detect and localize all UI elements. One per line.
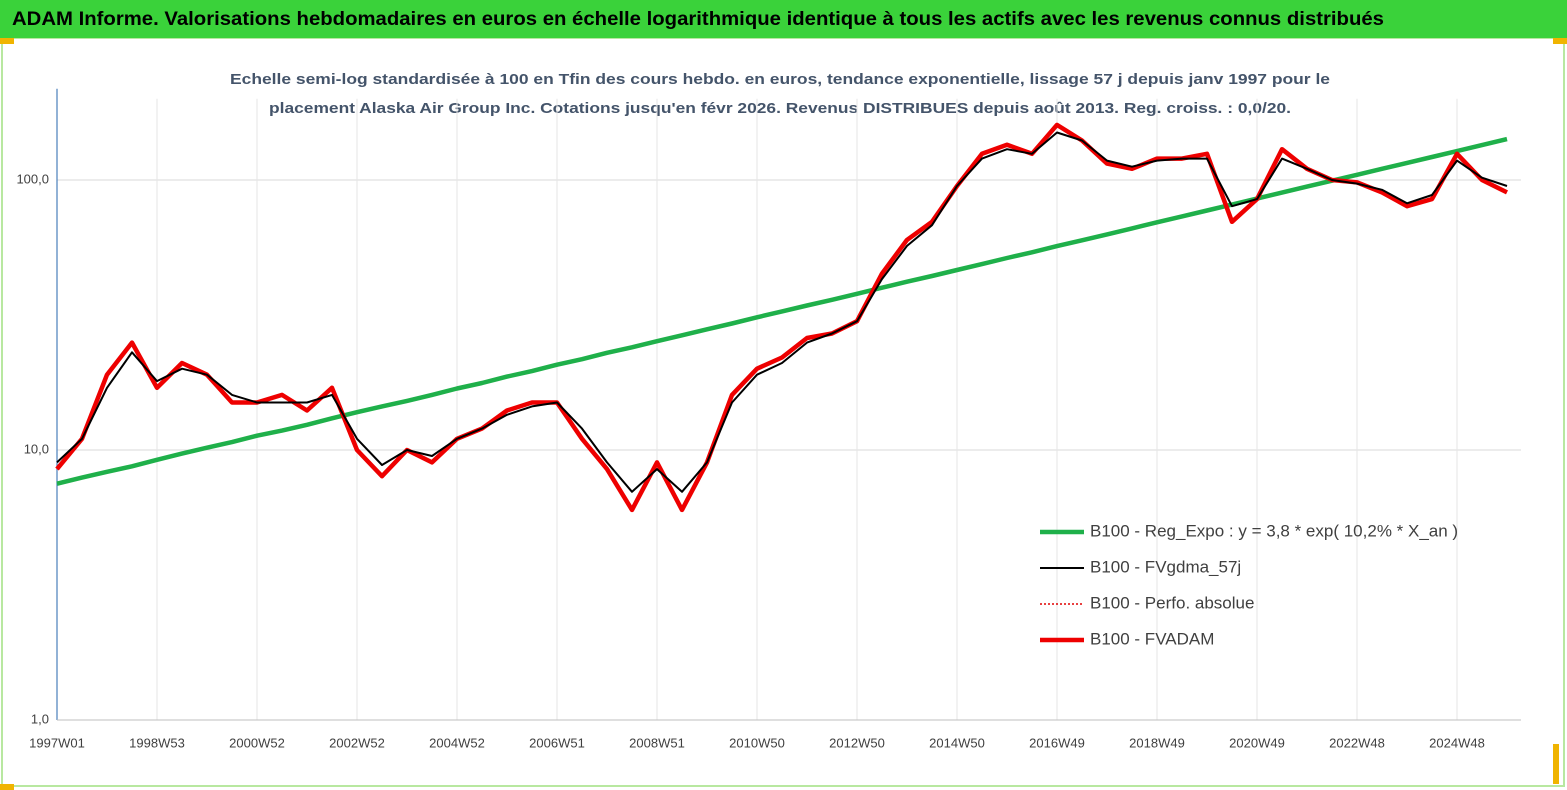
legend-label: B100 - Reg_Expo : y = 3,8 * exp( 10,2% *… [1090,521,1458,540]
x-tick-label: 2020W49 [1229,735,1285,750]
x-tick-label: 2000W52 [229,735,285,750]
title-bar [0,0,1567,38]
x-tick-label: 2006W51 [529,735,585,750]
x-tick-label: 2016W49 [1029,735,1085,750]
y-tick-label: 100,0 [16,171,49,186]
x-tick-label: 2022W48 [1329,735,1385,750]
x-tick-label: 2024W48 [1429,735,1485,750]
corner [0,784,14,790]
legend-label: B100 - FVADAM [1090,629,1214,648]
legend-label: B100 - Perfo. absolue [1090,593,1254,612]
x-tick-label: 2002W52 [329,735,385,750]
chart-subtitle: Echelle semi-log standardisée à 100 en T… [230,71,1330,88]
corner [0,38,14,44]
x-tick-label: 2018W49 [1129,735,1185,750]
x-tick-label: 2004W52 [429,735,485,750]
corner [1553,744,1559,784]
chart-subtitle: placement Alaska Air Group Inc. Cotation… [269,100,1291,117]
x-tick-label: 1997W01 [29,735,85,750]
series-line [56,136,1508,486]
y-tick-label: 10,0 [24,441,49,456]
y-tick-label: 1,0 [31,711,49,726]
x-tick-label: 2010W50 [729,735,785,750]
series-line [56,131,1508,493]
x-tick-label: 1998W53 [129,735,185,750]
x-tick-label: 2008W51 [629,735,685,750]
x-tick-label: 2012W50 [829,735,885,750]
x-tick-label: 2014W50 [929,735,985,750]
chart-title: ADAM Informe. Valorisations hebdomadaire… [12,9,1384,30]
series-line [55,122,1508,513]
plot-area: 1,0 10,0 100,0 1997W01 1998W53 2000W52 2002W52… [16,88,1521,750]
corner [1553,38,1567,44]
legend-label: B100 - FVgdma_57j [1090,557,1241,576]
